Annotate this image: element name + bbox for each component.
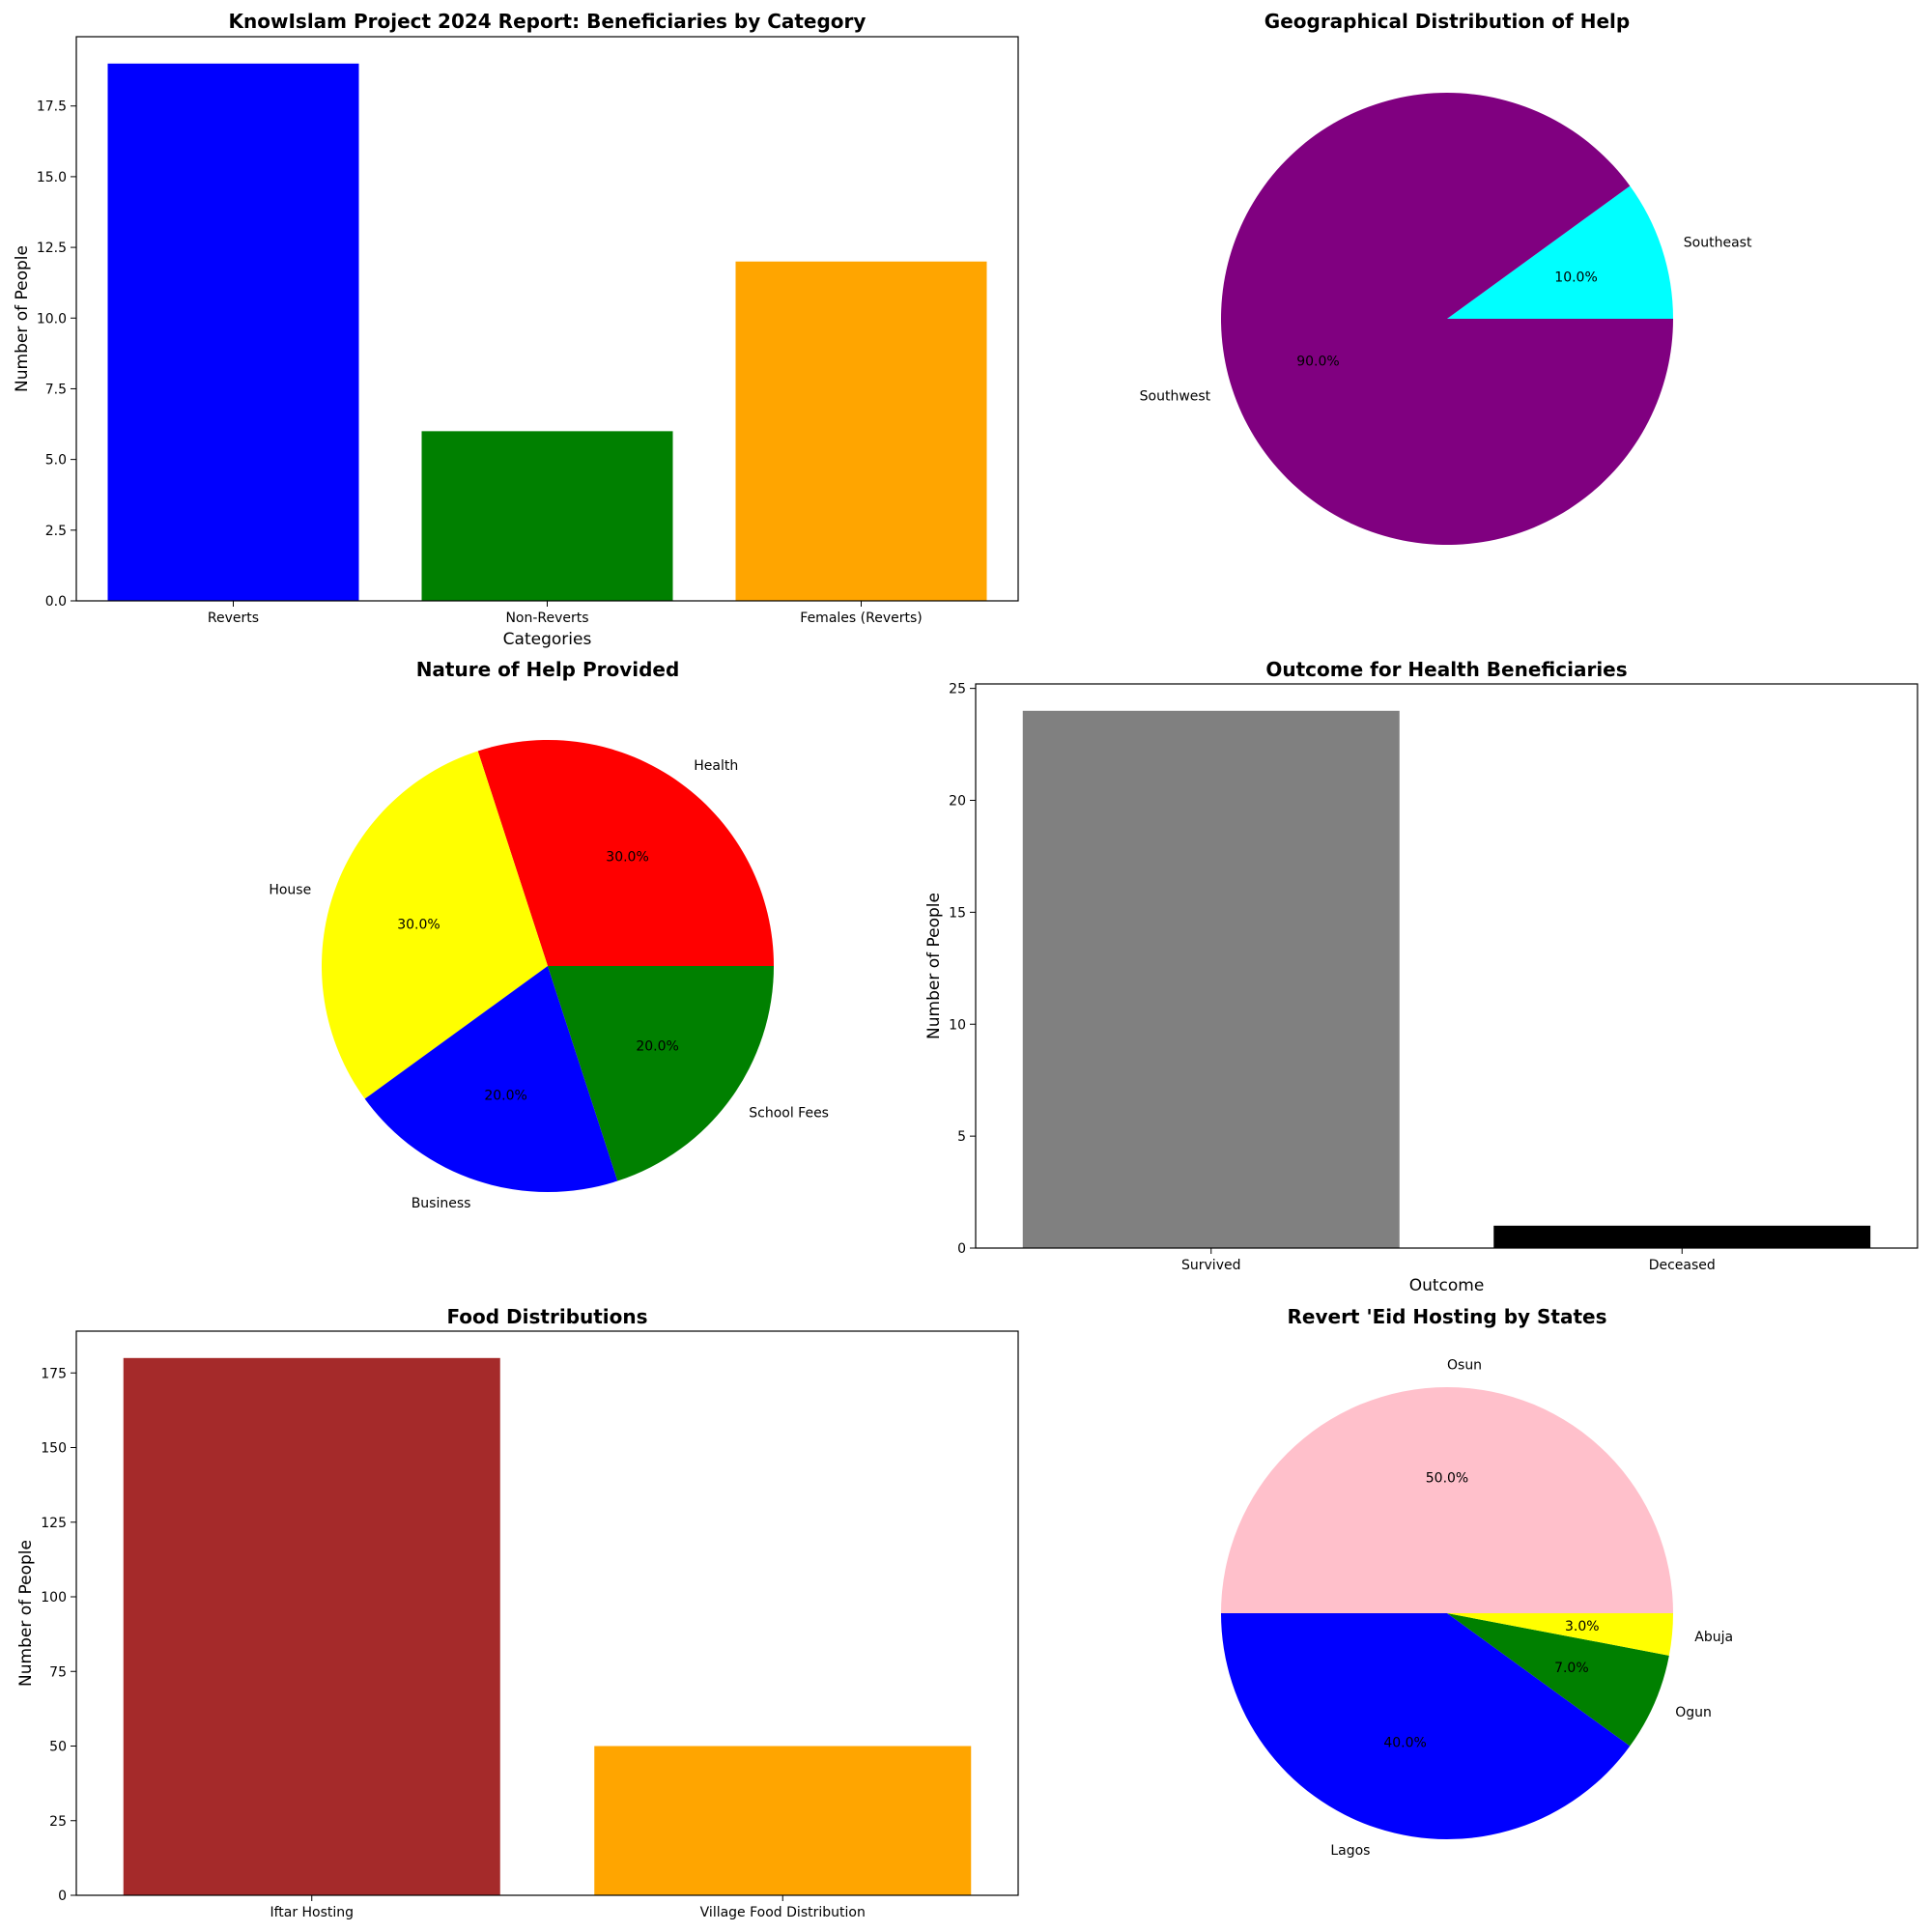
slice-label-house: House: [269, 882, 311, 897]
bar-deceased: [1493, 1225, 1871, 1248]
slice-label-osun: Osun: [1447, 1358, 1482, 1374]
y-tick-label: 0.0: [45, 594, 67, 610]
y-tick-label: 5.0: [45, 453, 67, 469]
y-tick-label: 15.0: [37, 170, 67, 185]
x-tick-label-reverts: Reverts: [208, 611, 259, 626]
slice-percent-ogun: 7.0%: [1554, 1661, 1589, 1676]
bar-females-reverts: [735, 261, 987, 601]
y-tick-label: 5: [957, 1129, 966, 1145]
x-tick-label-non-reverts: Non-Reverts: [505, 611, 588, 626]
plot-frame: [75, 1330, 1019, 1896]
eid-hosting-by-states-chart: Revert 'Eid Hosting by States Osun 50.0% La…: [1221, 1305, 1733, 1859]
y-tick-label: 0: [957, 1241, 966, 1257]
y-tick-label: 100: [41, 1590, 67, 1605]
x-tick-label-iftar-hosting: Iftar Hosting: [270, 1905, 354, 1920]
slice-ogun: [1447, 1613, 1669, 1747]
bar-reverts: [107, 63, 359, 602]
y-tick-label: 150: [41, 1441, 67, 1457]
slice-label-lagos: Lagos: [1330, 1843, 1370, 1859]
plot-frame: [75, 36, 1019, 602]
bar-non-reverts: [421, 431, 673, 601]
chart-title: Outcome for Health Beneficiaries: [1265, 658, 1627, 681]
food-distributions-chart: Food Distributions Iftar Hosting Village F…: [16, 1305, 1019, 1920]
slice-percent-abuja: 3.0%: [1565, 1619, 1600, 1634]
y-tick-label: 25: [49, 1814, 67, 1830]
bar-iftar-hosting: [123, 1357, 500, 1895]
x-tick-label-village-food-distribution: Village Food Distribution: [700, 1905, 866, 1920]
y-tick-label: 25: [949, 682, 966, 697]
slice-label-southwest: Southwest: [1140, 389, 1211, 405]
slice-abuja: [1447, 1613, 1673, 1656]
y-tick-label: 7.5: [45, 382, 67, 397]
chart-title: Nature of Help Provided: [416, 658, 680, 681]
y-tick-label: 10: [949, 1017, 966, 1033]
y-tick-label: 12.5: [37, 241, 67, 256]
y-tick-label: 2.5: [45, 524, 67, 539]
health-outcome-chart: Outcome for Health Beneficiaries Survived…: [924, 658, 1918, 1295]
chart-title: Revert 'Eid Hosting by States: [1288, 1305, 1607, 1328]
slice-percent-house: 30.0%: [397, 918, 440, 933]
y-tick-label: 125: [41, 1516, 67, 1531]
slice-percent-health: 30.0%: [606, 849, 648, 865]
plot-frame: [975, 683, 1918, 1249]
slice-label-abuja: Abuja: [1694, 1630, 1733, 1645]
y-tick-label: 75: [49, 1664, 67, 1680]
geographical-distribution-chart: Geographical Distribution of Help Southea…: [1140, 10, 1752, 545]
slice-lagos: [1221, 1613, 1631, 1840]
slice-percent-lagos: 40.0%: [1383, 1736, 1426, 1751]
y-tick-label: 20: [949, 794, 966, 810]
y-tick-label: 17.5: [37, 99, 67, 115]
chart-title: Geographical Distribution of Help: [1264, 10, 1630, 33]
y-axis-label: Number of People: [13, 245, 32, 392]
slice-osun: [1221, 1387, 1673, 1613]
chart-title: Food Distributions: [446, 1305, 647, 1328]
x-axis-label: Categories: [503, 630, 592, 649]
slice-percent-southwest: 90.0%: [1296, 354, 1339, 369]
slice-southeast: [1447, 185, 1673, 319]
slice-percent-southeast: 10.0%: [1554, 270, 1597, 286]
x-tick-label-survived: Survived: [1181, 1258, 1240, 1273]
chart-title: KnowIslam Project 2024 Report: Beneficia…: [229, 10, 867, 33]
y-tick-label: 10.0: [37, 311, 67, 327]
y-tick-label: 15: [949, 905, 966, 921]
x-tick-label-females-reverts: Females (Reverts): [800, 611, 922, 626]
slice-school-fees: [548, 966, 774, 1181]
slice-health: [477, 740, 775, 966]
y-tick-label: 0: [58, 1889, 67, 1904]
slice-label-southeast: Southeast: [1684, 235, 1752, 250]
slice-label-ogun: Ogun: [1675, 1705, 1712, 1720]
slice-percent-business: 20.0%: [484, 1089, 526, 1104]
slice-business: [364, 966, 618, 1193]
y-axis-label: Number of People: [924, 893, 944, 1039]
y-tick-label: 175: [41, 1366, 67, 1381]
x-tick-label-deceased: Deceased: [1649, 1258, 1716, 1273]
nature-of-help-chart: Nature of Help Provided Health 30.0% House 3…: [269, 658, 829, 1211]
slice-percent-osun: 50.0%: [1426, 1471, 1468, 1487]
slice-percent-school-fees: 20.0%: [636, 1039, 678, 1055]
bar-survived: [1022, 710, 1400, 1248]
slice-label-school-fees: School Fees: [749, 1105, 829, 1121]
bar-village-food-distribution: [594, 1746, 972, 1895]
slice-southwest: [1221, 92, 1673, 545]
slice-label-business: Business: [412, 1196, 471, 1211]
slice-house: [321, 751, 548, 1099]
x-axis-label: Outcome: [1409, 1276, 1485, 1295]
slice-label-health: Health: [694, 758, 738, 774]
y-tick-label: 50: [49, 1740, 67, 1755]
beneficiaries-by-category-chart: KnowIslam Project 2024 Report: Beneficia…: [13, 10, 1019, 649]
y-axis-label: Number of People: [16, 1540, 36, 1687]
